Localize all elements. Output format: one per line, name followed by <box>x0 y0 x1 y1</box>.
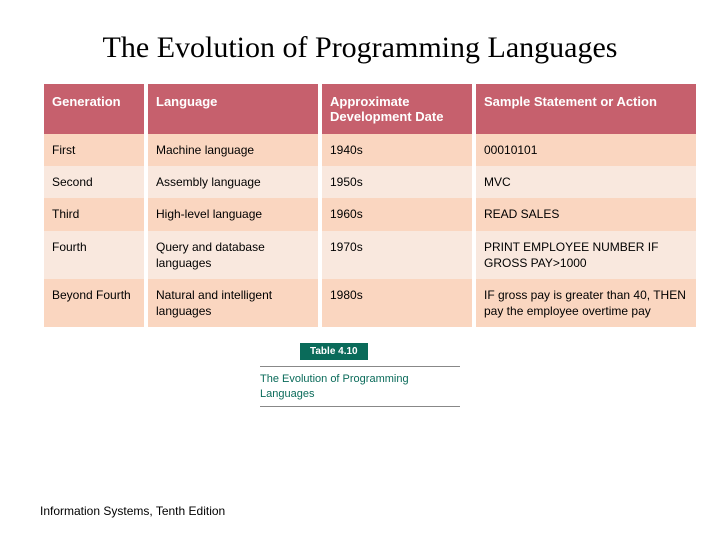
table-cell: Query and database languages <box>148 231 318 279</box>
table-row: SecondAssembly language1950sMVC <box>44 166 696 198</box>
caption-rule-top <box>260 366 460 367</box>
table-caption: Table 4.10 The Evolution of Programming … <box>260 341 460 407</box>
col-header-sample: Sample Statement or Action <box>476 84 696 134</box>
footer-text: Information Systems, Tenth Edition <box>40 504 225 518</box>
table-cell: READ SALES <box>476 198 696 230</box>
col-header-generation: Generation <box>44 84 144 134</box>
table-cell: First <box>44 134 144 166</box>
table-cell: Machine language <box>148 134 318 166</box>
table-cell: 00010101 <box>476 134 696 166</box>
table-cell: 1950s <box>322 166 472 198</box>
slide: The Evolution of Programming Languages G… <box>0 0 720 540</box>
table-header-row: Generation Language Approximate Developm… <box>44 84 696 134</box>
table-cell: Fourth <box>44 231 144 279</box>
table-row: FirstMachine language1940s00010101 <box>44 134 696 166</box>
table-cell: Natural and intelligent languages <box>148 279 318 327</box>
caption-rule-bottom <box>260 406 460 407</box>
table-row: ThirdHigh-level language1960sREAD SALES <box>44 198 696 230</box>
col-header-date: Approximate Development Date <box>322 84 472 134</box>
table-cell: Assembly language <box>148 166 318 198</box>
evolution-table: Generation Language Approximate Developm… <box>40 84 700 327</box>
table-cell: IF gross pay is greater than 40, THEN pa… <box>476 279 696 327</box>
table-cell: Beyond Fourth <box>44 279 144 327</box>
table-cell: MVC <box>476 166 696 198</box>
table-row: Beyond FourthNatural and intelligent lan… <box>44 279 696 327</box>
table-cell: Second <box>44 166 144 198</box>
table-cell: PRINT EMPLOYEE NUMBER IF GROSS PAY>1000 <box>476 231 696 279</box>
table-cell: 1960s <box>322 198 472 230</box>
table-number-tag: Table 4.10 <box>300 343 368 360</box>
table-row: FourthQuery and database languages1970sP… <box>44 231 696 279</box>
table-cell: 1980s <box>322 279 472 327</box>
table-cell: 1940s <box>322 134 472 166</box>
table-cell: 1970s <box>322 231 472 279</box>
table-cell: Third <box>44 198 144 230</box>
table-cell: High-level language <box>148 198 318 230</box>
col-header-language: Language <box>148 84 318 134</box>
caption-text: The Evolution of Programming Languages <box>260 369 460 404</box>
page-title: The Evolution of Programming Languages <box>40 30 680 66</box>
